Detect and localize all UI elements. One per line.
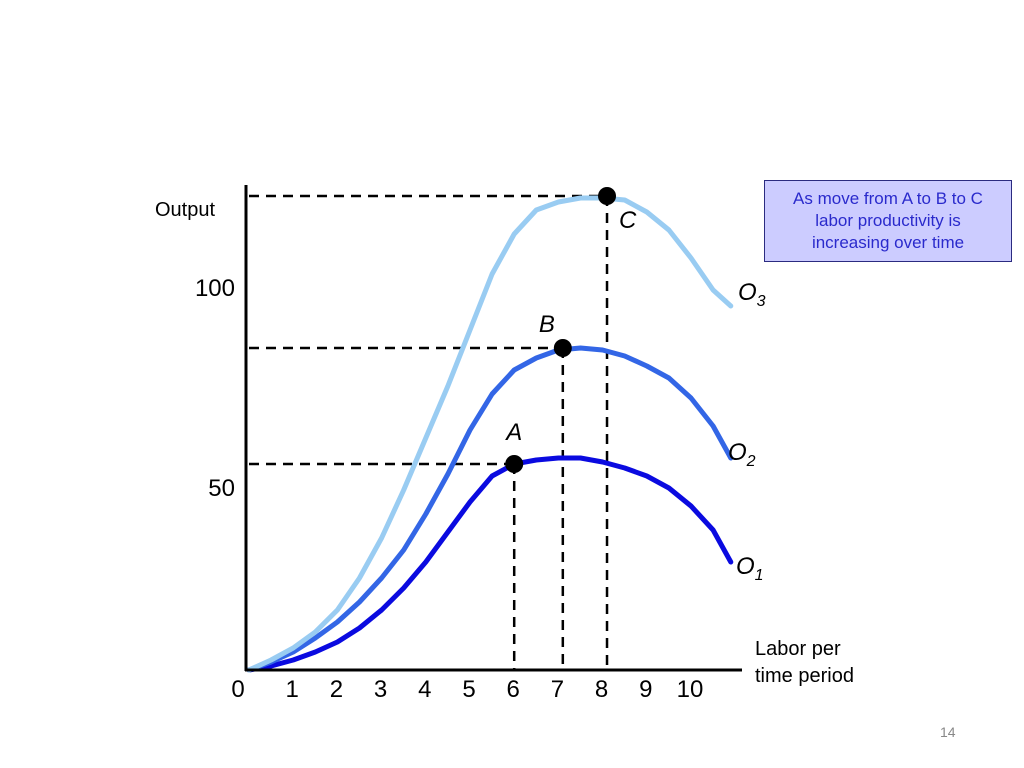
page-number: 14	[940, 724, 956, 740]
series-label-main: O	[736, 553, 755, 580]
series-label-main: O	[728, 439, 747, 466]
x-tick-label: 0	[231, 676, 244, 703]
x-tick-label: 10	[677, 676, 704, 703]
x-axis-title-line-1: Labor per	[755, 638, 841, 660]
point-c	[598, 187, 617, 205]
series-label-o3: O3	[738, 279, 766, 310]
x-tick-label: 9	[639, 676, 652, 703]
point-label-c: C	[619, 207, 637, 234]
axes	[244, 185, 742, 672]
callout-text: As move from A to B to C labor productiv…	[793, 189, 983, 252]
x-axis-title-line-2: time period	[755, 665, 854, 687]
x-tick-label: 7	[551, 676, 564, 703]
series-label-o2: O2	[728, 439, 756, 470]
curve-o3	[246, 195, 734, 673]
curve-o2	[246, 345, 734, 673]
series-label-main: O	[738, 279, 757, 306]
point-label-b: B	[539, 311, 555, 338]
y-tick-labels: 100 50	[195, 275, 235, 502]
data-points	[505, 187, 617, 473]
point-a	[505, 455, 524, 473]
x-tick-label: 8	[595, 676, 608, 703]
curve-o1	[246, 455, 734, 673]
productivity-callout-box: As move from A to B to C labor productiv…	[764, 180, 1012, 262]
x-tick-label: 1	[286, 676, 299, 703]
series-label-subscript: 2	[746, 453, 756, 470]
series-label-subscript: 1	[755, 567, 764, 584]
point-labels: A B C	[504, 207, 637, 446]
dashed-guide-lines	[249, 194, 609, 670]
x-tick-labels: 0 1 2 3 4 5 6 7 8 9 10	[231, 676, 703, 703]
x-tick-label: 3	[374, 676, 387, 703]
series-label-o1: O1	[736, 553, 764, 584]
x-tick-label: 4	[418, 676, 431, 703]
x-tick-label: 6	[507, 676, 520, 703]
y-tick-label: 100	[195, 275, 235, 302]
x-tick-label: 2	[330, 676, 343, 703]
x-tick-label: 5	[462, 676, 475, 703]
x-axis-title: Labor per time period	[755, 638, 854, 687]
output-curves	[246, 195, 734, 673]
y-tick-label: 50	[208, 475, 235, 502]
point-b	[553, 339, 572, 357]
point-label-a: A	[504, 419, 522, 446]
series-label-subscript: 3	[757, 293, 766, 310]
y-axis-title: Output	[155, 199, 215, 221]
